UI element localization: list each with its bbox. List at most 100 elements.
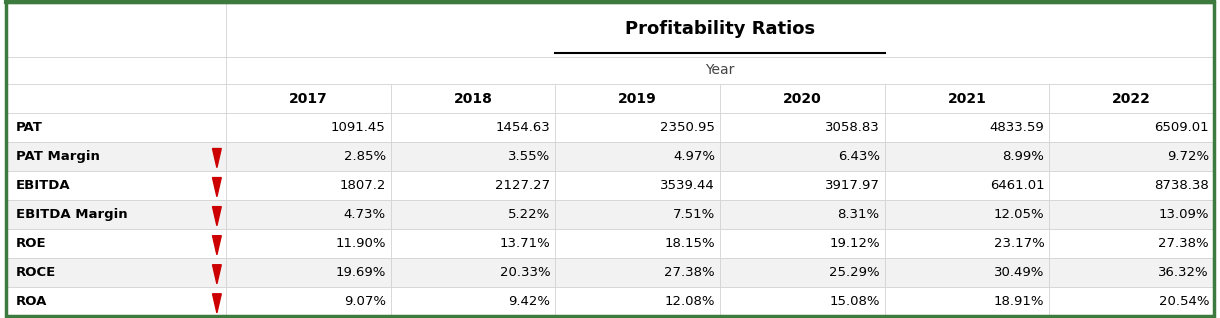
Polygon shape bbox=[212, 265, 221, 284]
Bar bbox=[555, 113, 720, 142]
Bar bbox=[226, 200, 390, 229]
Text: 15.08%: 15.08% bbox=[830, 295, 880, 308]
Bar bbox=[390, 229, 555, 258]
Polygon shape bbox=[212, 149, 221, 168]
Bar bbox=[6, 229, 226, 258]
Text: 3058.83: 3058.83 bbox=[825, 121, 880, 134]
Bar bbox=[226, 258, 390, 287]
Bar bbox=[884, 258, 1049, 287]
Text: 11.90%: 11.90% bbox=[336, 237, 386, 250]
Bar bbox=[226, 57, 1214, 84]
Text: Year: Year bbox=[705, 63, 734, 77]
Text: 19.69%: 19.69% bbox=[336, 266, 386, 279]
Text: 2022: 2022 bbox=[1113, 92, 1150, 106]
Text: 27.38%: 27.38% bbox=[665, 266, 715, 279]
Text: 9.07%: 9.07% bbox=[344, 295, 386, 308]
Bar bbox=[6, 57, 226, 84]
Bar bbox=[1049, 113, 1214, 142]
Bar bbox=[884, 142, 1049, 171]
Bar bbox=[555, 258, 720, 287]
Polygon shape bbox=[212, 294, 221, 313]
Text: 2350.95: 2350.95 bbox=[660, 121, 715, 134]
Text: 3.55%: 3.55% bbox=[508, 150, 550, 163]
Text: 6509.01: 6509.01 bbox=[1154, 121, 1209, 134]
Bar bbox=[884, 113, 1049, 142]
Text: 8.99%: 8.99% bbox=[1003, 150, 1044, 163]
Text: 4833.59: 4833.59 bbox=[989, 121, 1044, 134]
Text: 1807.2: 1807.2 bbox=[339, 179, 386, 192]
Bar bbox=[884, 84, 1049, 113]
Bar bbox=[6, 200, 226, 229]
Text: 12.05%: 12.05% bbox=[994, 208, 1044, 221]
Bar bbox=[6, 113, 226, 142]
Bar bbox=[884, 171, 1049, 200]
Bar bbox=[720, 113, 884, 142]
Text: 20.54%: 20.54% bbox=[1159, 295, 1209, 308]
Bar bbox=[555, 171, 720, 200]
Text: 2021: 2021 bbox=[948, 92, 986, 106]
Text: PAT Margin: PAT Margin bbox=[16, 150, 100, 163]
Text: 30.49%: 30.49% bbox=[994, 266, 1044, 279]
Text: 7.51%: 7.51% bbox=[672, 208, 715, 221]
Polygon shape bbox=[212, 207, 221, 226]
Text: 20.33%: 20.33% bbox=[500, 266, 550, 279]
Text: 2017: 2017 bbox=[289, 92, 328, 106]
Bar bbox=[720, 84, 884, 113]
Text: 8738.38: 8738.38 bbox=[1154, 179, 1209, 192]
Text: 2018: 2018 bbox=[454, 92, 493, 106]
Bar bbox=[6, 258, 226, 287]
Text: 6.43%: 6.43% bbox=[838, 150, 880, 163]
Text: EBITDA Margin: EBITDA Margin bbox=[16, 208, 127, 221]
Text: 18.91%: 18.91% bbox=[994, 295, 1044, 308]
Bar bbox=[1049, 200, 1214, 229]
Bar bbox=[226, 142, 390, 171]
Bar bbox=[555, 200, 720, 229]
Bar bbox=[884, 287, 1049, 316]
Text: 9.72%: 9.72% bbox=[1166, 150, 1209, 163]
Bar bbox=[555, 229, 720, 258]
Bar bbox=[555, 84, 720, 113]
Text: PAT: PAT bbox=[16, 121, 43, 134]
Text: 6461.01: 6461.01 bbox=[989, 179, 1044, 192]
Bar bbox=[6, 84, 226, 113]
Text: 19.12%: 19.12% bbox=[830, 237, 880, 250]
Text: 2019: 2019 bbox=[619, 92, 656, 106]
Bar bbox=[390, 287, 555, 316]
Text: 23.17%: 23.17% bbox=[993, 237, 1044, 250]
Bar bbox=[720, 258, 884, 287]
Polygon shape bbox=[212, 177, 221, 197]
Bar bbox=[1049, 229, 1214, 258]
Text: 27.38%: 27.38% bbox=[1159, 237, 1209, 250]
Bar bbox=[720, 287, 884, 316]
Text: 2127.27: 2127.27 bbox=[495, 179, 550, 192]
Bar bbox=[390, 142, 555, 171]
Text: 5.22%: 5.22% bbox=[508, 208, 550, 221]
Text: Profitability Ratios: Profitability Ratios bbox=[625, 20, 815, 38]
Bar bbox=[390, 200, 555, 229]
Text: 8.31%: 8.31% bbox=[838, 208, 880, 221]
Text: EBITDA: EBITDA bbox=[16, 179, 71, 192]
Polygon shape bbox=[212, 236, 221, 255]
Bar bbox=[720, 142, 884, 171]
Text: 12.08%: 12.08% bbox=[665, 295, 715, 308]
Bar bbox=[555, 142, 720, 171]
Bar bbox=[1049, 171, 1214, 200]
Text: 4.73%: 4.73% bbox=[344, 208, 386, 221]
Bar bbox=[390, 171, 555, 200]
Bar bbox=[390, 258, 555, 287]
Bar bbox=[226, 113, 390, 142]
Text: 36.32%: 36.32% bbox=[1159, 266, 1209, 279]
Text: ROA: ROA bbox=[16, 295, 48, 308]
Bar bbox=[226, 229, 390, 258]
Text: 13.09%: 13.09% bbox=[1159, 208, 1209, 221]
Bar bbox=[884, 200, 1049, 229]
Text: ROCE: ROCE bbox=[16, 266, 56, 279]
Text: 3539.44: 3539.44 bbox=[660, 179, 715, 192]
Bar bbox=[1049, 258, 1214, 287]
Text: ROE: ROE bbox=[16, 237, 46, 250]
Bar bbox=[6, 171, 226, 200]
Text: 2.85%: 2.85% bbox=[344, 150, 386, 163]
Bar bbox=[884, 229, 1049, 258]
Bar bbox=[555, 287, 720, 316]
Bar bbox=[390, 84, 555, 113]
